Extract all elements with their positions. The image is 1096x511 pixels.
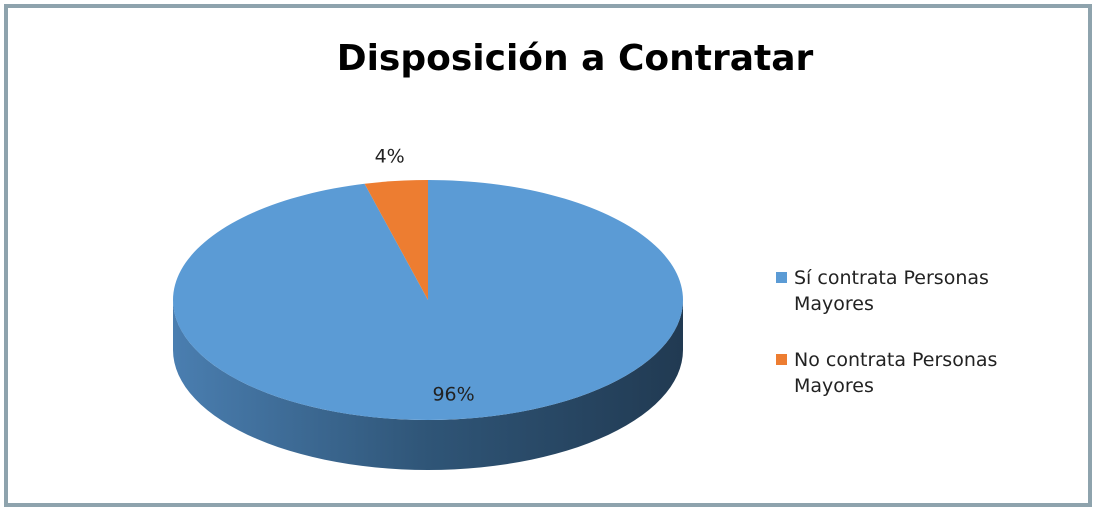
legend-item: Sí contrata Personas Mayores [776, 265, 1046, 317]
pie-side [173, 300, 683, 470]
chart-title: Disposición a Contratar [337, 38, 814, 79]
legend-swatch [776, 354, 787, 365]
legend-swatch [776, 272, 787, 283]
pie-slice [172, 180, 683, 420]
legend-item: No contrata Personas Mayores [776, 347, 1046, 399]
data-label: 4% [375, 146, 405, 168]
legend-label: Sí contrata Personas Mayores [794, 267, 989, 315]
legend-label: No contrata Personas Mayores [794, 349, 998, 397]
frame [4, 4, 1092, 507]
data-label: 96% [432, 384, 474, 406]
pie-slice [364, 180, 428, 300]
